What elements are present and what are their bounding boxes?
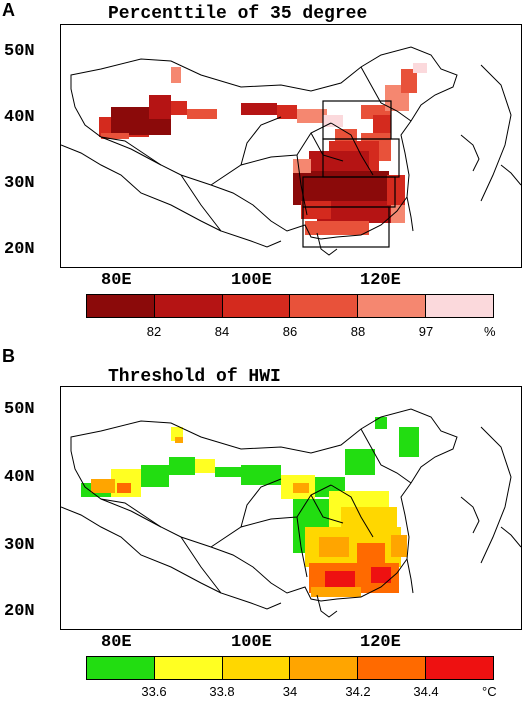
lat-label-30n: 30N xyxy=(4,174,35,193)
colorbar-tick: 86 xyxy=(282,324,298,339)
panel-letter: A xyxy=(2,0,15,20)
lat-label-30n: 30N xyxy=(4,536,35,555)
heat-cells-a xyxy=(99,63,427,235)
lon-label-100e: 100E xyxy=(231,271,272,290)
colorbar-segment xyxy=(290,657,359,679)
coastline-boundaries-a xyxy=(61,46,521,256)
colorbar-tick: 97 xyxy=(418,324,434,339)
colorbar-segment xyxy=(222,657,291,679)
colorbar-tick: 33.6 xyxy=(141,684,167,699)
colorbar-segment xyxy=(426,295,493,317)
colorbar-segment xyxy=(222,295,291,317)
colorbar-segment xyxy=(290,295,359,317)
lat-label-50n: 50N xyxy=(4,400,35,419)
region-boxes-a xyxy=(302,100,400,248)
map-a-svg xyxy=(61,46,521,256)
lat-label-20n: 20N xyxy=(4,602,35,621)
colorbar-tick: 33.8 xyxy=(209,684,235,699)
map-b xyxy=(60,386,522,630)
panel-title: Percenttile of 35 degree xyxy=(108,4,368,24)
colorbar-segment xyxy=(154,657,223,679)
heat-cells-b xyxy=(81,417,419,597)
panel-title: Threshold of HWI xyxy=(108,367,281,387)
lat-label-40n: 40N xyxy=(4,468,35,487)
map-b-svg xyxy=(61,408,521,618)
colorbar-segment xyxy=(426,657,493,679)
lon-label-100e: 100E xyxy=(231,633,272,652)
lon-label-120e: 120E xyxy=(360,271,401,290)
colorbar-unit: °C xyxy=(482,684,497,699)
lat-label-20n: 20N xyxy=(4,240,35,259)
colorbar-segment xyxy=(358,295,427,317)
map-a xyxy=(60,24,522,268)
colorbar-tick: 34.2 xyxy=(345,684,371,699)
colorbar-tick: 82 xyxy=(146,324,162,339)
colorbar-a xyxy=(86,294,494,318)
colorbar-tick: 88 xyxy=(350,324,366,339)
colorbar-segment xyxy=(358,657,427,679)
lon-label-80e: 80E xyxy=(101,271,132,290)
colorbar-tick: 34 xyxy=(282,684,298,699)
lat-label-40n: 40N xyxy=(4,108,35,127)
colorbar-b xyxy=(86,656,494,680)
colorbar-segment xyxy=(87,657,155,679)
lon-label-80e: 80E xyxy=(101,633,132,652)
colorbar-tick: 34.4 xyxy=(413,684,439,699)
colorbar-unit: % xyxy=(484,324,496,339)
coastline-boundaries-b xyxy=(61,408,521,618)
colorbar-segment xyxy=(154,295,223,317)
colorbar-tick: 84 xyxy=(214,324,230,339)
lon-label-120e: 120E xyxy=(360,633,401,652)
lat-label-50n: 50N xyxy=(4,42,35,61)
panel-letter: B xyxy=(2,346,15,366)
colorbar-segment xyxy=(87,295,155,317)
